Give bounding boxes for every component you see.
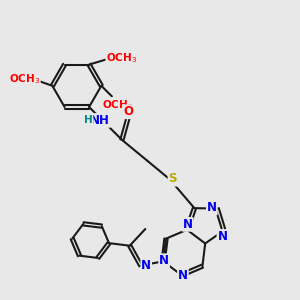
Text: OCH$_3$: OCH$_3$ — [102, 98, 133, 112]
Text: N: N — [141, 259, 151, 272]
Text: S: S — [169, 173, 178, 186]
Text: N: N — [178, 269, 188, 282]
Text: N: N — [207, 202, 217, 214]
Text: O: O — [124, 105, 134, 118]
Text: N: N — [183, 218, 193, 231]
Text: OCH$_3$: OCH$_3$ — [9, 72, 40, 86]
Text: OCH$_3$: OCH$_3$ — [106, 51, 137, 65]
Text: S: S — [168, 172, 177, 185]
Text: H: H — [84, 116, 93, 125]
Text: N: N — [218, 230, 227, 243]
Text: N: N — [159, 254, 169, 267]
Text: NH: NH — [90, 114, 110, 127]
